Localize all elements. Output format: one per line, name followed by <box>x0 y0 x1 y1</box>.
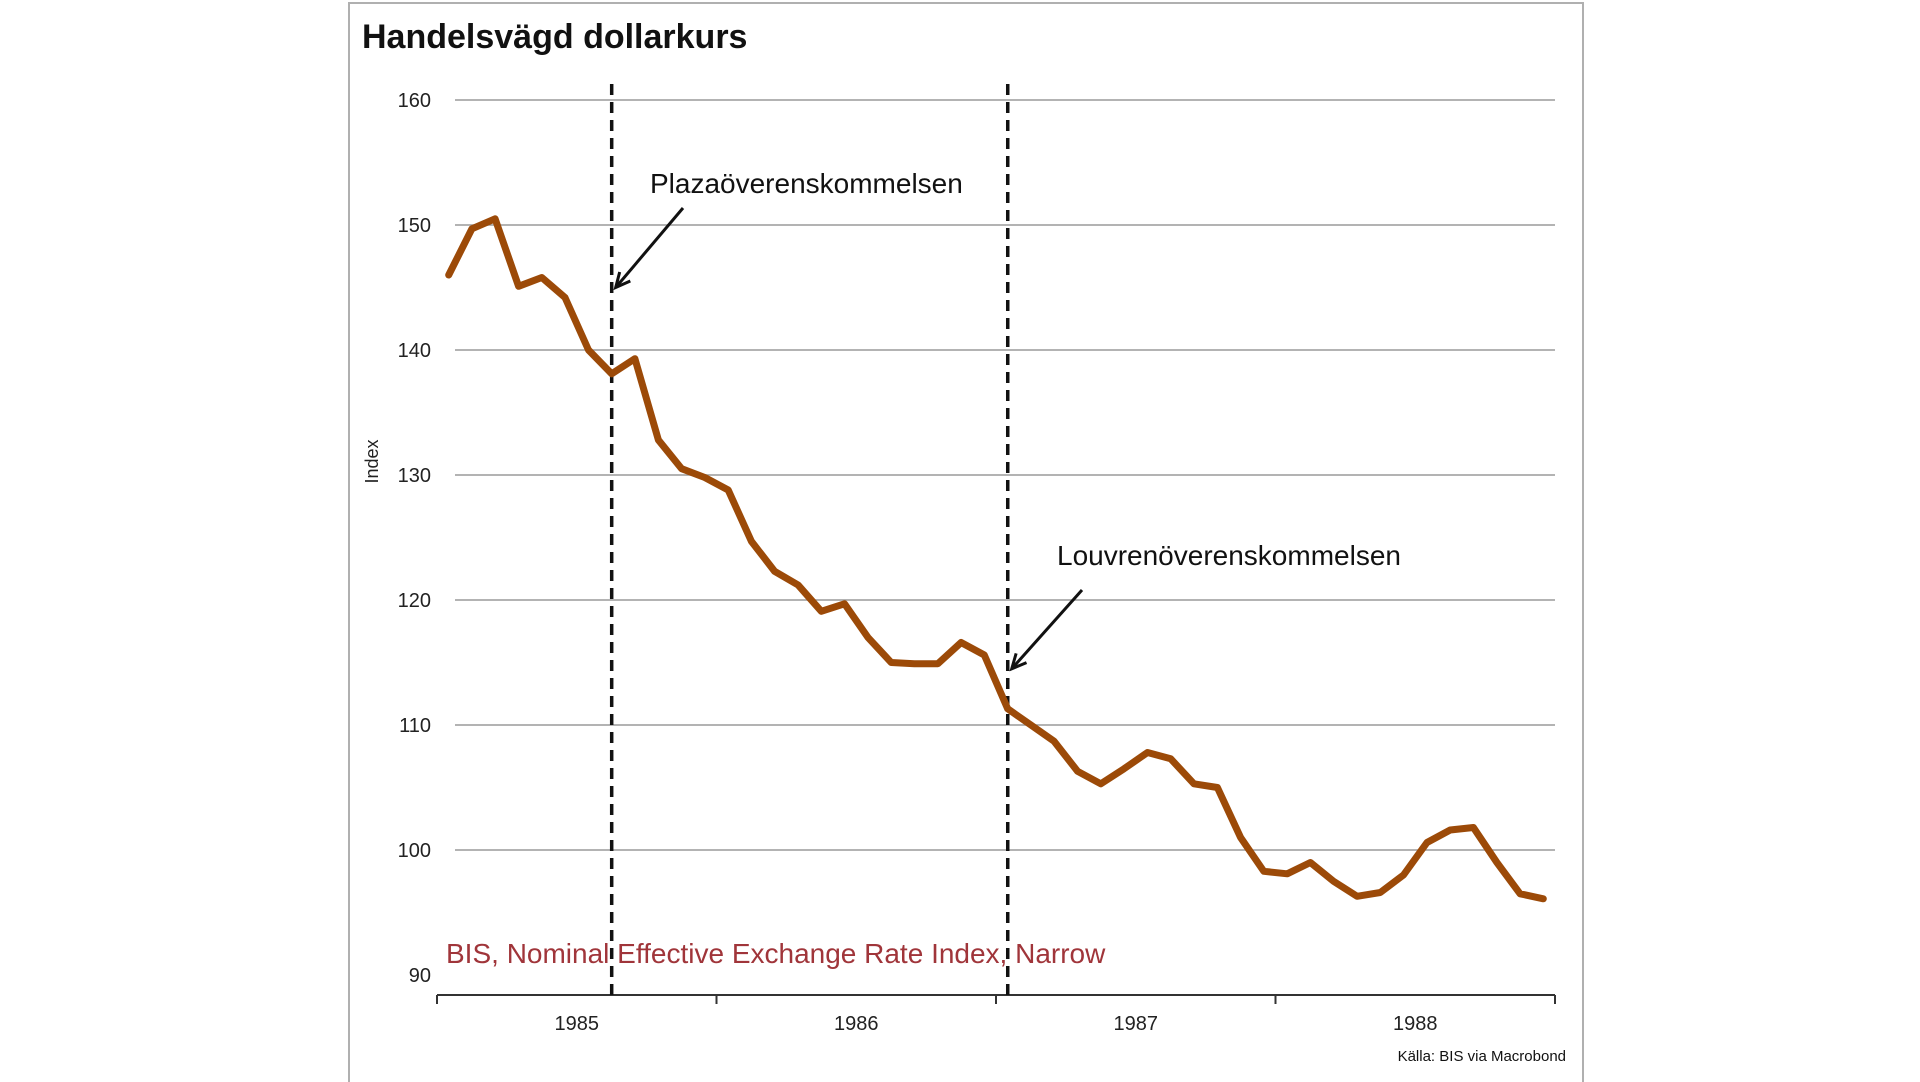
series-legend-label: BIS, Nominal Effective Exchange Rate Ind… <box>446 938 1106 969</box>
x-axis: 1985 1986 1987 1988 <box>436 994 1556 1035</box>
y-tick-label: 130 <box>398 465 431 487</box>
annotation-arrowhead <box>613 271 631 291</box>
annotations: Plazaöverenskommelsen Louvrenöverenskomme… <box>613 168 1401 672</box>
x-tick-label: 1986 <box>834 1013 879 1035</box>
chart-title: Handelsvägd dollarkurs <box>362 18 748 56</box>
y-tick-labels: 90 100 110 120 130 140 150 160 <box>398 90 431 987</box>
annotation-label: Plazaöverenskommelsen <box>650 168 963 199</box>
y-tick-label: 160 <box>398 90 431 112</box>
annotation-arrow <box>614 207 685 289</box>
y-axis-label: Index <box>362 439 382 483</box>
source-note: Källa: BIS via Macrobond <box>1398 1048 1566 1065</box>
chart-frame <box>348 2 1584 1082</box>
y-tick-label: 150 <box>398 215 431 237</box>
y-tick-label: 100 <box>398 840 431 862</box>
annotation-arrowhead <box>1009 652 1028 672</box>
event-lines <box>609 84 1010 997</box>
gridlines <box>455 99 1555 851</box>
annotation-label: Louvrenöverenskommelsen <box>1057 540 1401 571</box>
x-tick-label: 1987 <box>1114 1013 1159 1035</box>
x-tick-label: 1988 <box>1393 1013 1438 1035</box>
annotation-arrow <box>1010 589 1084 670</box>
y-tick-label: 90 <box>409 965 431 987</box>
y-tick-label: 120 <box>398 590 431 612</box>
x-tick-label: 1985 <box>555 1013 600 1035</box>
y-tick-label: 110 <box>399 715 431 737</box>
series-line <box>445 215 1547 903</box>
y-tick-label: 140 <box>398 340 431 362</box>
